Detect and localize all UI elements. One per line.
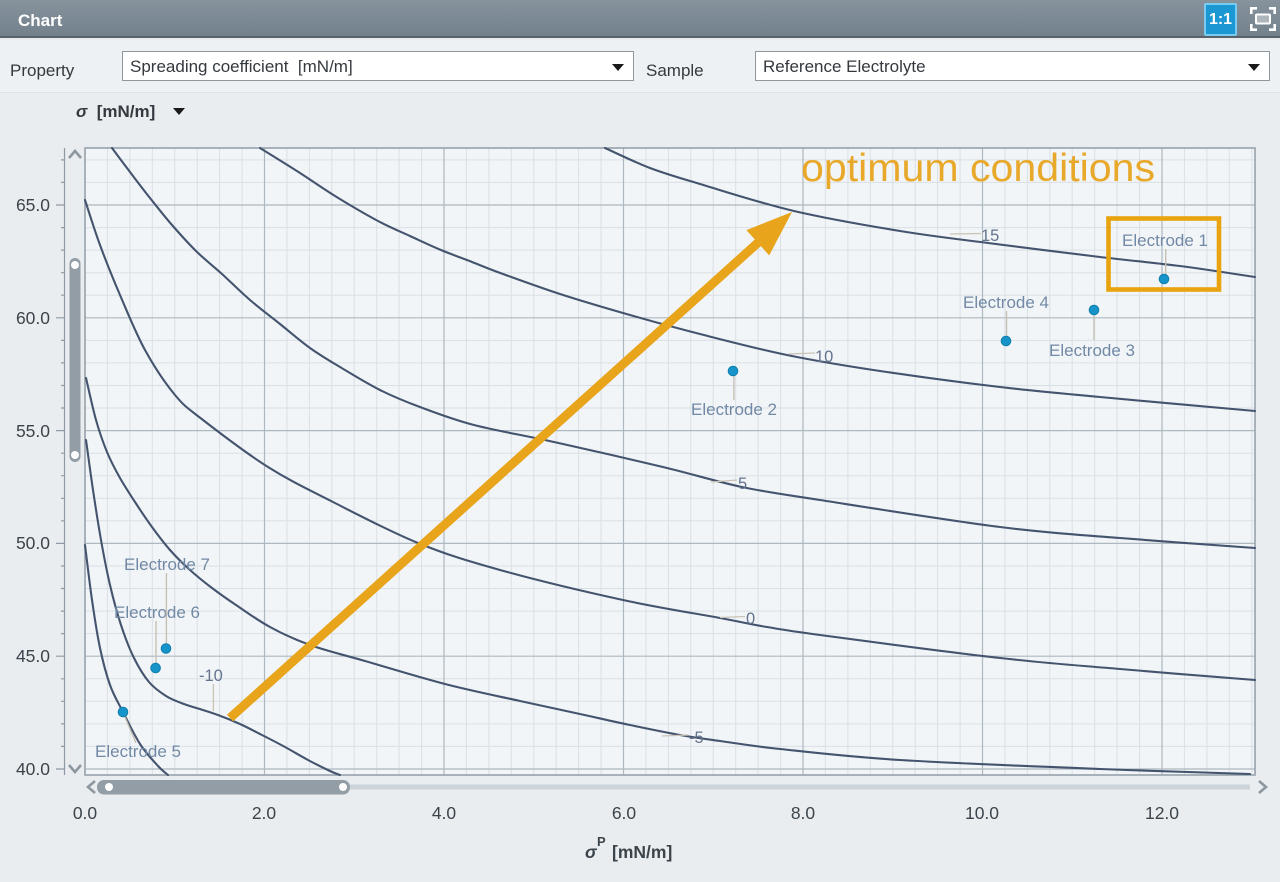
svg-text:optimum conditions: optimum conditions: [801, 147, 1155, 190]
svg-text:5: 5: [738, 475, 747, 493]
svg-text:15: 15: [981, 227, 999, 245]
svg-text:55.0: 55.0: [16, 421, 50, 441]
svg-text:-10: -10: [199, 667, 223, 685]
svg-text:8.0: 8.0: [791, 803, 816, 823]
svg-text:4.0: 4.0: [432, 803, 457, 823]
svg-text:45.0: 45.0: [16, 646, 50, 666]
svg-text:65.0: 65.0: [16, 195, 50, 215]
svg-text:Electrode 7: Electrode 7: [124, 555, 210, 574]
svg-text:Electrode 1: Electrode 1: [1122, 231, 1208, 250]
svg-text:0: 0: [746, 610, 755, 628]
svg-text:0.0: 0.0: [73, 803, 98, 823]
svg-text:Electrode 2: Electrode 2: [691, 400, 777, 419]
svg-text:Electrode 5: Electrode 5: [95, 742, 181, 761]
svg-text:Electrode 6: Electrode 6: [114, 603, 200, 622]
svg-text:10: 10: [815, 348, 833, 366]
svg-text:40.0: 40.0: [16, 759, 50, 779]
svg-text:12.0: 12.0: [1145, 803, 1179, 823]
svg-text:6.0: 6.0: [612, 803, 637, 823]
svg-text:-5: -5: [689, 729, 704, 747]
svg-text:Electrode 4: Electrode 4: [963, 293, 1049, 312]
svg-text:50.0: 50.0: [16, 533, 50, 553]
svg-text:10.0: 10.0: [965, 803, 999, 823]
svg-text:P: P: [597, 834, 606, 849]
svg-text:[mN/m]: [mN/m]: [612, 842, 672, 862]
svg-text:Electrode 3: Electrode 3: [1049, 341, 1135, 360]
svg-text:σ: σ: [585, 842, 598, 862]
svg-text:2.0: 2.0: [252, 803, 277, 823]
svg-text:60.0: 60.0: [16, 308, 50, 328]
